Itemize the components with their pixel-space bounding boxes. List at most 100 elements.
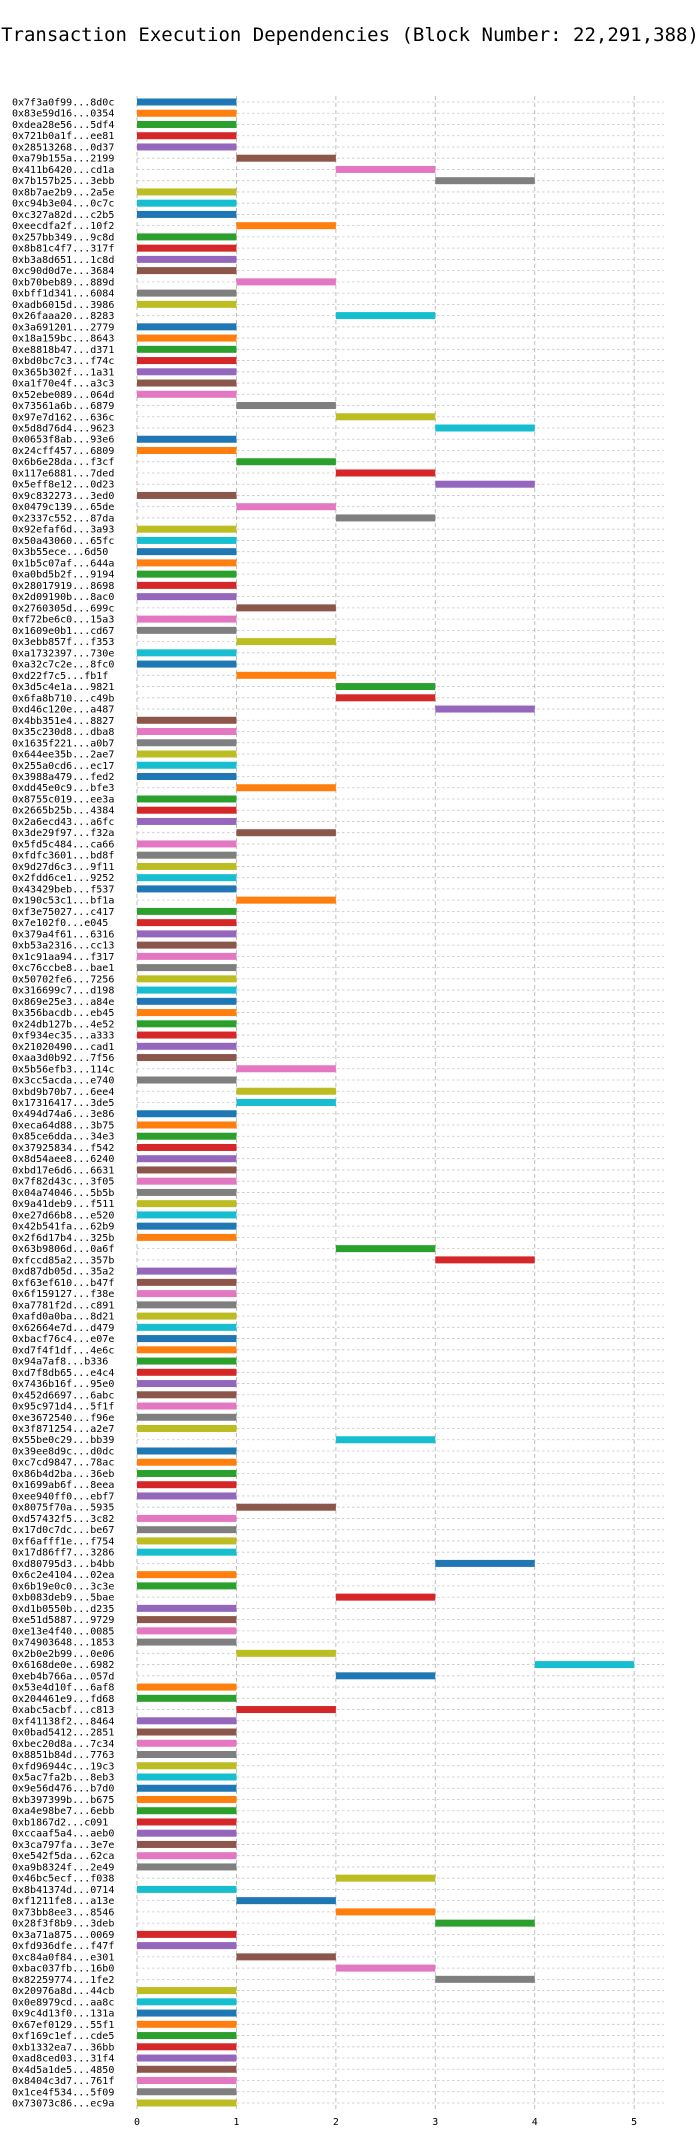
transaction-label: 0x8755c019...ee3a bbox=[12, 794, 114, 805]
transaction-bar bbox=[137, 1930, 237, 1938]
transaction-label: 0x9c832273...3ed0 bbox=[12, 491, 114, 502]
transaction-bar bbox=[137, 233, 237, 241]
transaction-label: 0x8b81c4f7...317f bbox=[12, 244, 114, 255]
transaction-label: 0x5fd5c484...ca66 bbox=[12, 839, 114, 850]
transaction-label: 0xc90d0d7e...3684 bbox=[12, 266, 114, 277]
transaction-label: 0x1635f221...a0b7 bbox=[12, 738, 114, 749]
transaction-bar bbox=[137, 593, 237, 601]
transaction-label: 0xafd0a0ba...8d21 bbox=[12, 1312, 114, 1323]
x-tick-label: 1 bbox=[233, 2117, 239, 2128]
transaction-bar bbox=[137, 1368, 237, 1376]
transaction-label: 0x17d0c7dc...be67 bbox=[12, 1525, 114, 1536]
transaction-bar bbox=[335, 1593, 436, 1601]
transaction-bar bbox=[137, 1627, 237, 1635]
transaction-label: 0x190c53c1...bf1a bbox=[12, 896, 114, 907]
transaction-label: 0xb397399b...b675 bbox=[12, 1795, 114, 1806]
transaction-bar bbox=[137, 1762, 237, 1770]
transaction-label: 0x204461e9...fd68 bbox=[12, 1694, 114, 1705]
transaction-bar bbox=[137, 1200, 237, 1208]
transaction-label: 0xf3e75027...c417 bbox=[12, 907, 114, 918]
transaction-bar bbox=[137, 626, 237, 634]
transaction-bar bbox=[335, 514, 436, 522]
transaction-label: 0xbac037fb...16b0 bbox=[12, 1964, 114, 1975]
transaction-label: 0xc76ccbe8...bae1 bbox=[12, 963, 114, 974]
transaction-label: 0x379a4f61...6316 bbox=[12, 929, 114, 940]
transaction-bar bbox=[137, 1739, 237, 1747]
transaction-label: 0xb1332ea7...36bb bbox=[12, 2042, 114, 2053]
transaction-bar bbox=[335, 694, 436, 702]
transaction-bar bbox=[137, 1009, 237, 1017]
transaction-label: 0x17d86ff7...3286 bbox=[12, 1548, 114, 1559]
transaction-label: 0x28017919...8698 bbox=[12, 581, 114, 592]
transaction-bar bbox=[137, 1155, 237, 1163]
transaction-label: 0x2b0e2b99...0e06 bbox=[12, 1649, 114, 1660]
transaction-label: 0xbd9b70b7...6ee4 bbox=[12, 1087, 114, 1098]
transaction-label: 0x39ee8d9c...d0dc bbox=[12, 1446, 114, 1457]
transaction-label: 0x7b157b25...3ebb bbox=[12, 176, 114, 187]
transaction-label: 0xbd17e6d6...6631 bbox=[12, 1165, 114, 1176]
transaction-label: 0x17316417...3de5 bbox=[12, 1098, 114, 1109]
transaction-label: 0xb1867d2...c091 bbox=[12, 1817, 108, 1828]
transaction-bar bbox=[137, 1795, 237, 1803]
transaction-label: 0xa1f70e4f...a3c3 bbox=[12, 379, 114, 390]
transaction-bar bbox=[335, 1245, 436, 1253]
transaction-bar bbox=[236, 1087, 336, 1095]
transaction-bar bbox=[137, 1458, 237, 1466]
transaction-bar bbox=[137, 1447, 237, 1455]
transaction-label: 0x9a41deb9...f511 bbox=[12, 1199, 114, 1210]
transaction-bar bbox=[137, 199, 237, 207]
transaction-bar bbox=[137, 1728, 237, 1736]
transaction-bar bbox=[137, 1638, 237, 1646]
transaction-label: 0x95c971d4...5f1f bbox=[12, 1402, 114, 1413]
transaction-label: 0x8b41374d...0714 bbox=[12, 1885, 114, 1896]
transaction-label: 0xd7f4f1df...4e6c bbox=[12, 1345, 114, 1356]
x-tick-label: 2 bbox=[333, 2117, 339, 2128]
transaction-bar bbox=[236, 671, 336, 679]
transaction-bar bbox=[435, 1559, 535, 1567]
transaction-bar bbox=[137, 1818, 237, 1826]
transaction-label: 0x257bb349...9c8d bbox=[12, 232, 114, 243]
transaction-label: 0xe13e4f40...0085 bbox=[12, 1626, 114, 1637]
transaction-bar bbox=[137, 1346, 237, 1354]
transaction-label: 0xfd936dfe...f47f bbox=[12, 1941, 114, 1952]
transaction-label: 0x4bb351e4...8827 bbox=[12, 716, 114, 727]
transaction-label: 0x7f3a0f99...8d0c bbox=[12, 98, 114, 109]
transaction-bar bbox=[137, 919, 237, 927]
transaction-bar bbox=[137, 559, 237, 567]
transaction-bar bbox=[435, 177, 535, 185]
transaction-bar bbox=[137, 1998, 237, 2006]
transaction-label: 0xb53a2316...cc13 bbox=[12, 941, 114, 952]
transaction-bar bbox=[137, 435, 237, 443]
transaction-label: 0x46bc5ecf...f038 bbox=[12, 1874, 114, 1885]
transaction-bar bbox=[335, 683, 436, 691]
transaction-label: 0xa1732397...730e bbox=[12, 648, 114, 659]
transaction-bar bbox=[137, 1683, 237, 1691]
transaction-label: 0xc327a82d...c2b5 bbox=[12, 210, 114, 221]
transaction-bar bbox=[236, 1649, 336, 1657]
transaction-bar bbox=[137, 1323, 237, 1331]
transaction-label: 0x04a74046...5b5b bbox=[12, 1188, 114, 1199]
transaction-bar bbox=[137, 1571, 237, 1579]
transaction-bar bbox=[335, 413, 436, 421]
transaction-bar bbox=[137, 1863, 237, 1871]
transaction-bar bbox=[137, 143, 237, 151]
transaction-bar bbox=[137, 525, 237, 533]
transaction-bar bbox=[137, 1942, 237, 1950]
transaction-bar bbox=[137, 1807, 237, 1815]
transaction-bar bbox=[335, 1908, 436, 1916]
transaction-label: 0x3a71a875...0069 bbox=[12, 1930, 114, 1941]
transaction-bar bbox=[236, 896, 336, 904]
transaction-bar bbox=[137, 2020, 237, 2028]
transaction-label: 0x97e7d162...636c bbox=[12, 412, 114, 423]
transaction-label: 0x6b6e28da...f3cf bbox=[12, 457, 114, 468]
transaction-bar bbox=[335, 1874, 436, 1882]
transaction-bar bbox=[137, 1233, 237, 1241]
transaction-bar bbox=[137, 1391, 237, 1399]
transaction-bar bbox=[137, 1413, 237, 1421]
transaction-bar bbox=[137, 1840, 237, 1848]
transaction-bar bbox=[137, 1380, 237, 1388]
transaction-bar bbox=[137, 1469, 237, 1477]
y-axis-labels: 0x7f3a0f99...8d0c0x83e59d16...03540xdea2… bbox=[12, 98, 114, 2110]
transaction-label: 0x5ac7fa2b...8eb3 bbox=[12, 1772, 114, 1783]
transaction-bar bbox=[137, 536, 237, 544]
